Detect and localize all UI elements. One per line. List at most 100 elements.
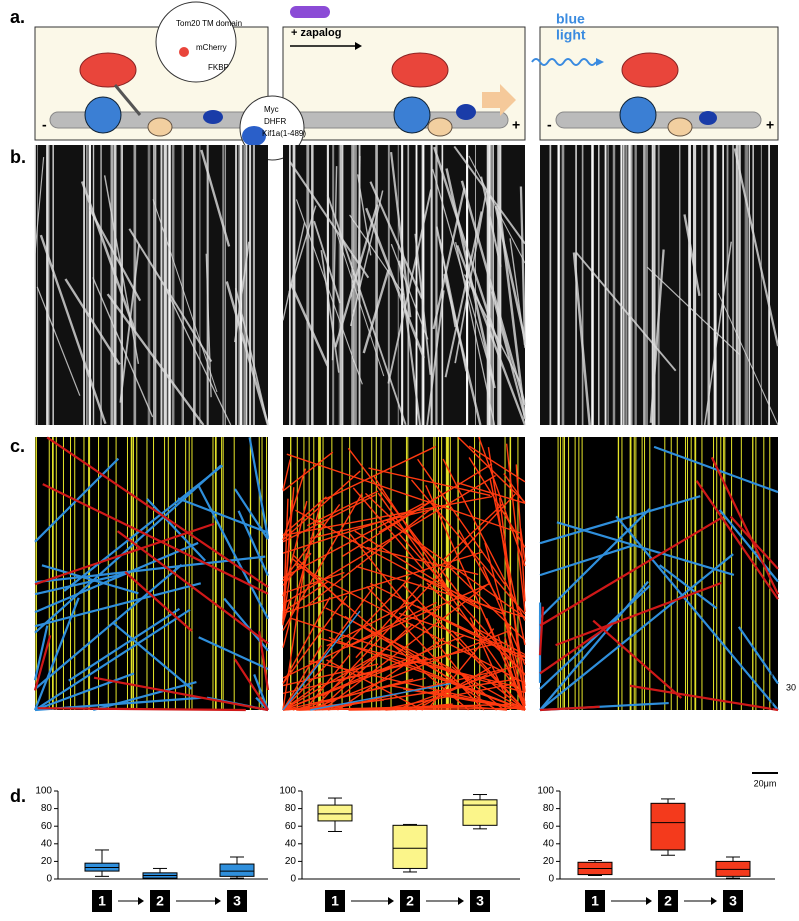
moving-trace <box>282 553 308 711</box>
moving-trace <box>33 635 52 691</box>
moving-trace <box>402 584 526 711</box>
x-tick-label: 3 <box>233 893 241 909</box>
moving-trace <box>718 509 779 583</box>
category-badge <box>470 890 490 912</box>
x-tick-label: 3 <box>729 893 737 909</box>
flow-arrow-head <box>388 897 394 905</box>
moving-trace <box>416 605 526 659</box>
kymo-track <box>414 233 432 375</box>
kymo-track <box>320 250 340 373</box>
microtubule <box>555 111 762 129</box>
kymo-track <box>444 211 483 378</box>
moving-trace <box>366 585 485 711</box>
y-tick-label: 100 <box>35 786 52 797</box>
plus-end: + <box>512 117 520 133</box>
dynein <box>393 96 431 134</box>
kymo-track <box>225 281 270 426</box>
moving-trace <box>34 464 222 634</box>
kymo-track <box>80 181 136 331</box>
moving-trace <box>539 622 614 675</box>
schematic: Tom20 TM domain mCherry FKBP Myc DHFR Ki… <box>34 1 779 161</box>
kymo-track <box>288 205 317 293</box>
flow-arrow-head <box>458 897 464 905</box>
moving-trace <box>282 681 322 711</box>
moving-trace <box>336 658 427 681</box>
kymo-track <box>387 189 432 384</box>
moving-trace <box>34 563 183 690</box>
moving-trace <box>365 492 436 561</box>
kymo-track <box>717 293 779 426</box>
kymo-track <box>733 148 780 347</box>
kymo-track <box>92 277 154 418</box>
moving-trace <box>282 468 307 541</box>
moving-trace <box>385 703 453 711</box>
zapalog-label: + zapalog <box>291 27 341 39</box>
moving-trace <box>34 522 215 586</box>
moving-trace <box>34 672 135 712</box>
moving-trace <box>294 563 526 684</box>
moving-trace <box>248 437 270 539</box>
moving-trace <box>556 521 735 576</box>
kymo-track <box>390 243 429 340</box>
moving-trace <box>352 487 426 572</box>
y-tick-label: 40 <box>543 838 555 849</box>
mitochondrion <box>79 52 137 88</box>
light-wave <box>531 58 597 66</box>
kymo-track <box>519 186 527 346</box>
moving-trace <box>34 571 131 596</box>
moving-trace <box>197 484 269 620</box>
category-badge <box>400 890 420 912</box>
y-tick-label: 60 <box>285 821 297 832</box>
kymo-track <box>362 269 390 354</box>
light-label: light <box>556 27 586 43</box>
kymo-track <box>34 156 45 254</box>
kymo-track <box>426 290 445 426</box>
moving-trace <box>321 606 441 698</box>
x-tick-label: 2 <box>406 893 414 909</box>
y-tick-label: 0 <box>290 874 296 885</box>
moving-trace <box>346 583 490 648</box>
kymo-track <box>119 244 140 403</box>
moving-trace <box>304 653 351 711</box>
mcherry-icon <box>179 47 189 57</box>
kymo-track <box>490 291 527 418</box>
kymograph <box>35 145 268 425</box>
moving-trace <box>435 660 526 711</box>
y-tick-label: 20 <box>543 856 555 867</box>
box <box>650 802 686 851</box>
flow-arrow-head <box>646 897 652 905</box>
kymo-track <box>290 283 329 367</box>
moving-trace <box>355 565 526 619</box>
kymo-track <box>455 242 496 426</box>
moving-trace <box>282 571 345 594</box>
category-badge <box>227 890 247 912</box>
x-tick-label: 3 <box>476 893 484 909</box>
bubble-label: DHFR <box>264 117 286 126</box>
kymo-track <box>200 149 231 247</box>
x-tick-label: 1 <box>98 893 106 909</box>
kymo-track <box>282 222 306 321</box>
arrow-head <box>355 42 362 50</box>
kymo-track <box>703 241 732 426</box>
y-tick-label: 60 <box>543 821 555 832</box>
moving-trace <box>37 707 246 712</box>
x-tick-label: 2 <box>156 893 164 909</box>
category-badge <box>658 890 678 912</box>
kymo-track <box>390 151 412 318</box>
moving-trace <box>372 475 447 587</box>
moving-trace <box>325 607 432 662</box>
moving-trace <box>286 453 521 534</box>
kymo-track <box>106 293 205 426</box>
moving-trace <box>42 483 269 595</box>
kymo-track <box>128 228 213 363</box>
moving-trace <box>348 707 526 711</box>
category-badge <box>585 890 605 912</box>
flow-arrow-head <box>711 897 717 905</box>
kymo-track <box>398 260 422 426</box>
kymo-track <box>335 229 385 377</box>
bubble-label: Kif1a(1-489) <box>262 129 306 138</box>
moving-trace <box>485 617 526 711</box>
moving-trace <box>520 658 526 691</box>
panel-label: c. <box>10 436 25 456</box>
panel-label: d. <box>10 786 26 806</box>
